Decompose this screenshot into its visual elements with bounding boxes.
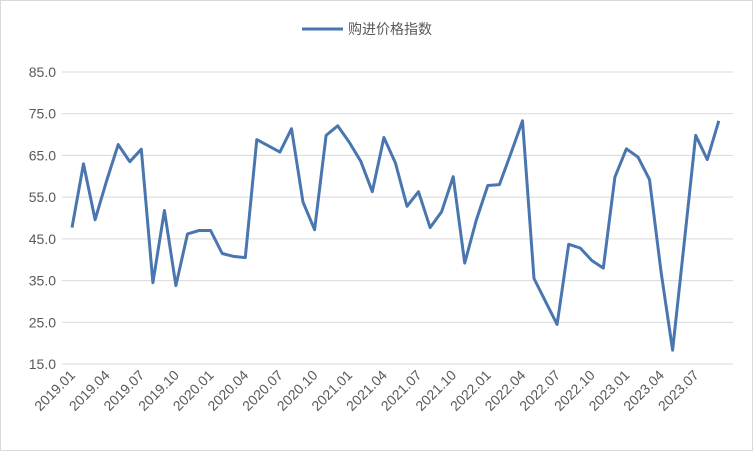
y-tick-label: 65.0 [29,147,56,163]
y-tick-label: 35.0 [29,273,56,289]
y-tick-label: 85.0 [29,64,56,80]
y-tick-label: 55.0 [29,189,56,205]
y-tick-label: 25.0 [29,314,56,330]
y-tick-label: 15.0 [29,356,56,372]
data-line [70,119,721,352]
y-tick-label: 45.0 [29,231,56,247]
y-tick-label: 75.0 [29,106,56,122]
legend-label: 购进价格指数 [348,21,432,37]
